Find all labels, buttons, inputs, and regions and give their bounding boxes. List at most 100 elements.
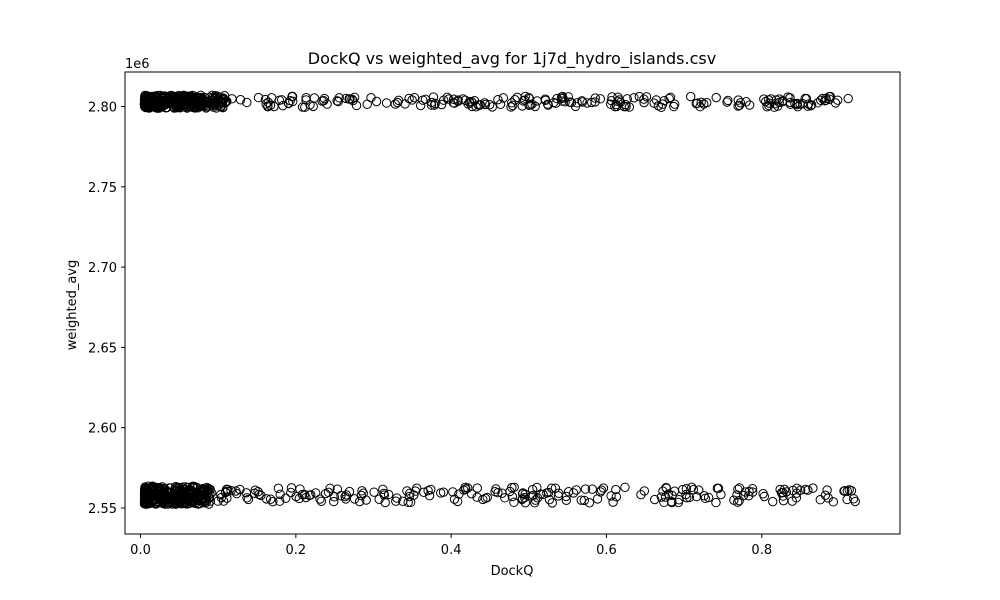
data-point <box>695 102 705 112</box>
data-point <box>620 482 630 492</box>
data-point <box>723 95 733 106</box>
data-point <box>487 102 497 112</box>
axis-ticks: 0.0 0.2 0.4 0.6 0.8 2.55 2.60 2.65 2.70 2.75 2.80 <box>88 101 772 558</box>
data-point <box>532 482 542 493</box>
data-point <box>141 496 151 506</box>
data-point <box>220 487 231 497</box>
data-point <box>507 98 517 108</box>
data-point <box>526 491 537 501</box>
data-point <box>759 491 770 502</box>
plot-frame <box>124 71 901 535</box>
data-point <box>475 100 486 110</box>
data-point <box>216 489 226 500</box>
data-point <box>383 489 394 500</box>
data-point <box>480 99 491 110</box>
data-point <box>771 95 781 105</box>
data-point <box>532 493 543 503</box>
x-tick-label: 0.0 <box>130 543 151 558</box>
chart-title: DockQ vs weighted_avg for 1j7d_hydro_isl… <box>308 49 716 69</box>
data-point <box>768 496 778 507</box>
data-point <box>688 485 699 495</box>
data-point <box>684 492 695 503</box>
data-point <box>611 492 622 502</box>
data-point <box>409 92 420 103</box>
data-point <box>415 100 426 111</box>
data-point <box>181 498 192 508</box>
data-point <box>657 99 668 109</box>
data-point <box>598 483 609 493</box>
data-point <box>405 488 415 499</box>
data-point <box>306 490 316 500</box>
data-point <box>329 492 339 502</box>
data-point <box>542 488 552 498</box>
data-point <box>792 483 802 493</box>
data-point <box>761 96 771 107</box>
data-point <box>268 496 278 507</box>
data-point <box>193 92 203 103</box>
data-point <box>163 92 173 102</box>
data-point <box>493 487 503 498</box>
data-point <box>506 102 516 112</box>
data-point <box>507 482 517 493</box>
data-point <box>669 99 680 109</box>
data-point <box>261 494 272 504</box>
data-point <box>590 93 600 103</box>
data-point <box>472 483 482 493</box>
data-point <box>518 488 528 498</box>
data-point <box>316 496 327 506</box>
data-point <box>232 488 242 499</box>
data-point <box>242 493 252 503</box>
data-point <box>315 494 325 504</box>
data-point <box>174 98 184 109</box>
data-point <box>495 99 506 109</box>
data-point <box>803 99 814 109</box>
data-point <box>557 91 568 102</box>
data-point <box>733 484 743 494</box>
data-point <box>275 496 285 506</box>
data-point <box>816 95 826 105</box>
data-point <box>641 92 652 102</box>
data-point <box>424 490 435 501</box>
data-point <box>587 484 598 494</box>
data-point <box>222 484 233 495</box>
data-point <box>568 488 579 498</box>
data-point <box>325 483 335 493</box>
data-point <box>785 97 795 108</box>
data-point <box>354 496 365 507</box>
data-point <box>608 497 618 507</box>
data-point <box>211 103 222 113</box>
data-point <box>404 491 415 502</box>
data-point <box>590 97 600 107</box>
data-point <box>629 93 639 103</box>
data-point <box>374 494 384 504</box>
data-point <box>150 102 161 112</box>
data-point <box>830 98 841 108</box>
data-point <box>666 496 677 507</box>
data-point <box>517 101 527 111</box>
data-point <box>347 94 357 104</box>
y-tick-label: 2.55 <box>88 502 117 517</box>
data-point <box>241 488 251 498</box>
data-point <box>673 497 684 508</box>
data-point <box>517 494 527 505</box>
data-point <box>472 492 482 502</box>
data-point <box>778 495 789 506</box>
data-point <box>544 494 555 505</box>
data-point <box>596 485 607 495</box>
data-point <box>817 93 828 104</box>
data-point <box>254 489 264 500</box>
data-point <box>309 93 320 103</box>
data-point <box>759 94 769 104</box>
data-point <box>530 101 540 112</box>
data-point <box>426 97 437 108</box>
data-points <box>139 90 860 509</box>
data-point <box>563 486 574 497</box>
data-point <box>843 93 853 104</box>
data-point <box>174 485 185 495</box>
data-point <box>150 485 160 496</box>
data-point <box>198 98 209 108</box>
data-point <box>162 486 173 497</box>
data-point <box>797 98 808 109</box>
y-tick-label: 2.70 <box>88 261 117 276</box>
